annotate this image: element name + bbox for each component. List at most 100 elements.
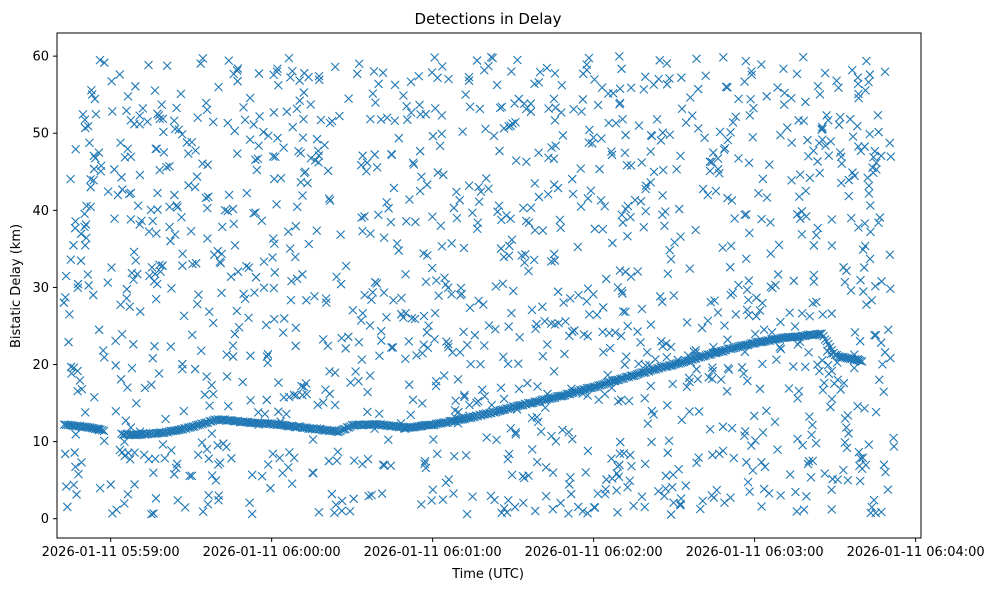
data-point	[583, 446, 593, 456]
data-point	[349, 456, 359, 465]
data-point	[299, 88, 309, 97]
data-point	[186, 226, 196, 236]
data-point	[737, 362, 747, 372]
data-point	[538, 226, 548, 235]
data-point	[80, 123, 90, 133]
data-point	[177, 129, 187, 139]
y-tick-label: 10	[32, 435, 49, 450]
data-point	[758, 428, 768, 437]
data-point	[383, 435, 393, 445]
data-point	[761, 336, 771, 346]
data-point	[869, 495, 879, 505]
data-point	[540, 316, 550, 326]
y-tick-label: 0	[41, 512, 49, 527]
data-point	[316, 115, 326, 125]
data-point	[440, 273, 449, 283]
data-point	[550, 69, 560, 78]
data-point	[251, 272, 261, 282]
data-point	[148, 216, 158, 226]
data-point	[770, 417, 780, 427]
data-point	[151, 144, 161, 154]
data-point	[786, 93, 796, 103]
data-point	[135, 307, 145, 316]
data-point	[850, 171, 860, 181]
data-point	[545, 394, 555, 404]
data-point	[721, 82, 731, 92]
data-point	[432, 449, 442, 459]
data-point	[166, 446, 176, 455]
data-point	[611, 375, 620, 385]
data-point	[658, 128, 668, 138]
data-point	[848, 132, 858, 141]
data-point	[119, 499, 129, 508]
data-point	[687, 111, 697, 121]
data-point	[342, 422, 352, 432]
data-point	[140, 383, 150, 393]
data-point	[279, 143, 289, 153]
data-point	[222, 350, 232, 360]
data-point	[461, 450, 471, 460]
data-point	[197, 438, 207, 448]
data-point	[593, 489, 603, 499]
data-point	[719, 145, 729, 155]
data-point	[95, 483, 105, 493]
data-point	[406, 108, 416, 117]
data-point	[597, 83, 607, 93]
data-point	[531, 324, 540, 334]
x-tick-label: 2026-01-11 06:00:00	[203, 545, 341, 560]
data-point	[832, 76, 841, 86]
data-point	[527, 305, 537, 315]
data-point	[681, 118, 691, 128]
data-point	[422, 250, 432, 260]
data-point	[191, 146, 200, 155]
data-point	[499, 504, 509, 513]
data-point	[103, 278, 113, 288]
data-point	[162, 61, 172, 71]
data-point	[615, 449, 625, 458]
data-point	[667, 482, 677, 492]
data-point	[567, 327, 577, 337]
data-point	[676, 73, 686, 83]
data-point	[312, 226, 322, 235]
data-point	[200, 418, 209, 428]
data-point	[623, 231, 632, 241]
data-point	[565, 293, 575, 303]
data-point	[856, 453, 865, 463]
data-point	[437, 61, 447, 71]
data-point	[193, 113, 203, 123]
data-point	[273, 64, 282, 74]
data-point	[618, 307, 628, 316]
data-point	[595, 380, 605, 390]
data-point	[491, 407, 501, 417]
data-point	[728, 117, 738, 127]
data-point	[157, 100, 167, 109]
data-point	[853, 73, 863, 82]
data-point	[593, 100, 603, 110]
data-point	[547, 393, 557, 403]
data-point	[707, 157, 717, 167]
data-point	[161, 414, 170, 424]
data-point	[360, 212, 369, 221]
data-point	[821, 141, 830, 151]
data-point	[216, 258, 226, 268]
data-point	[588, 290, 598, 299]
data-point	[662, 400, 672, 410]
data-point	[170, 124, 180, 134]
data-point	[263, 131, 273, 141]
data-point	[240, 294, 250, 304]
data-point	[96, 166, 106, 176]
data-point	[285, 244, 295, 254]
data-point	[866, 508, 876, 518]
data-point	[147, 262, 157, 272]
data-point	[288, 122, 298, 132]
data-point	[159, 127, 168, 137]
data-point	[194, 290, 203, 300]
data-point	[855, 476, 865, 486]
data-point	[616, 331, 626, 341]
data-point	[625, 476, 635, 486]
data-point	[626, 272, 636, 282]
data-point	[276, 173, 286, 183]
data-point	[370, 277, 380, 287]
data-point	[772, 355, 781, 364]
data-point	[126, 152, 136, 162]
